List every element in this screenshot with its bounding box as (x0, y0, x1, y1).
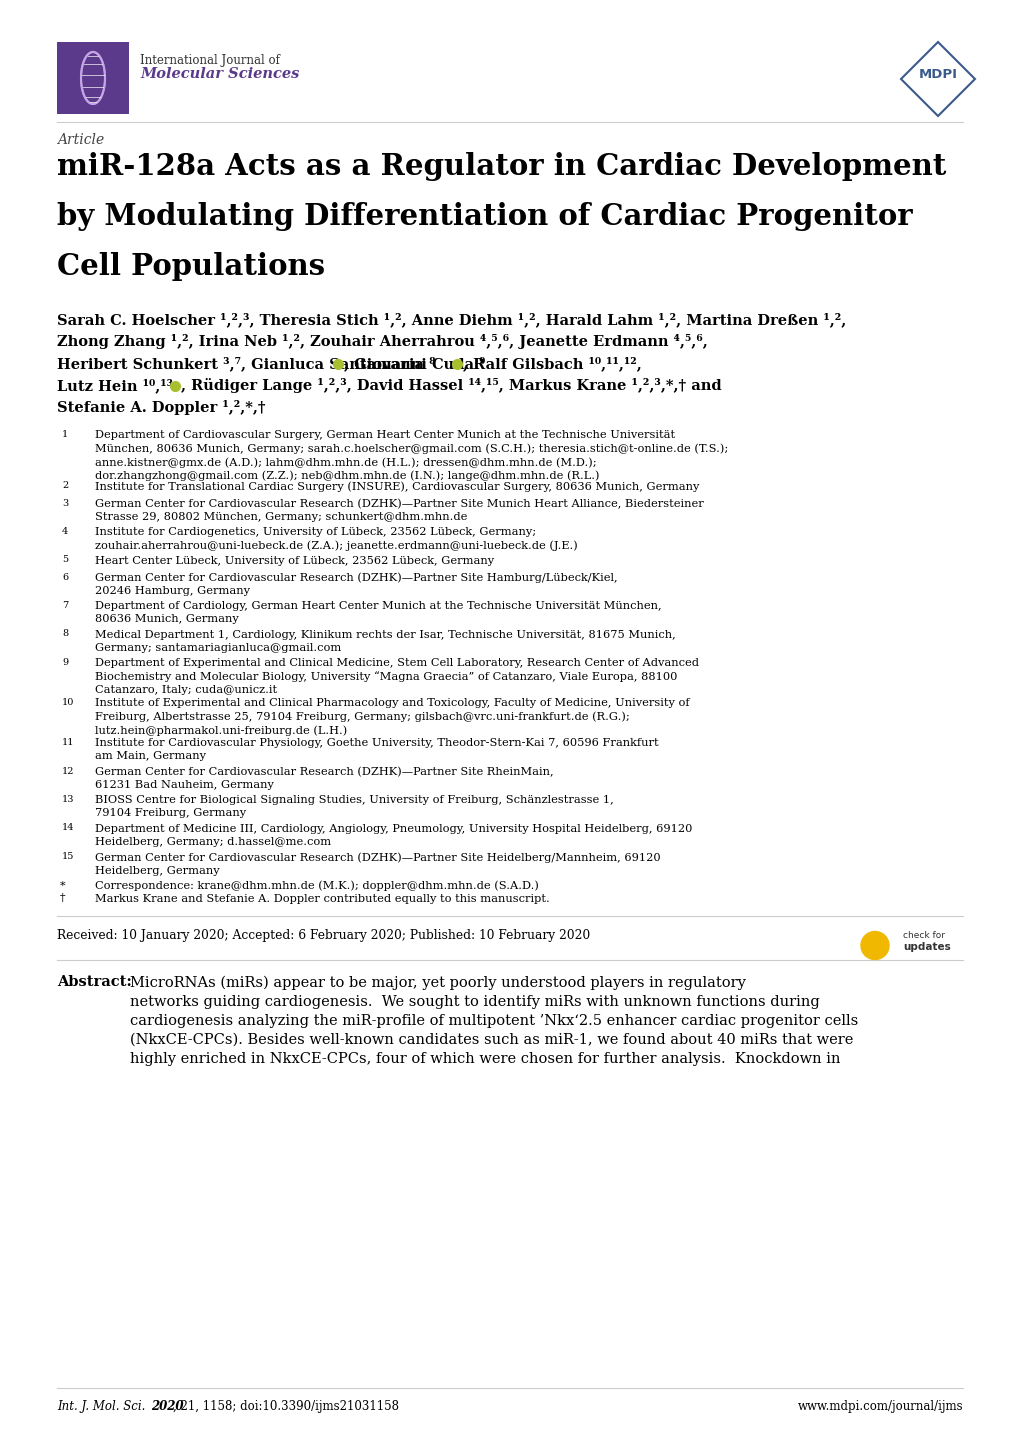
Text: Department of Experimental and Clinical Medicine, Stem Cell Laboratory, Research: Department of Experimental and Clinical … (95, 658, 698, 695)
Text: German Center for Cardiovascular Research (DZHK)—Partner Site RheinMain,
61231 B: German Center for Cardiovascular Researc… (95, 767, 553, 790)
Text: Institute for Cardiogenetics, University of Lübeck, 23562 Lübeck, Germany;
zouha: Institute for Cardiogenetics, University… (95, 526, 577, 551)
Text: Markus Krane and Stefanie A. Doppler contributed equally to this manuscript.: Markus Krane and Stefanie A. Doppler con… (95, 894, 549, 904)
Text: Molecular Sciences: Molecular Sciences (140, 66, 300, 81)
Text: miR-128a Acts as a Regulator in Cardiac Development: miR-128a Acts as a Regulator in Cardiac … (57, 151, 946, 182)
Text: 6: 6 (62, 572, 68, 581)
Text: Institute for Translational Cardiac Surgery (INSURE), Cardiovascular Surgery, 80: Institute for Translational Cardiac Surg… (95, 482, 699, 492)
Text: BIOSS Centre for Biological Signaling Studies, University of Freiburg, Schänzles: BIOSS Centre for Biological Signaling St… (95, 795, 613, 818)
Text: Department of Cardiovascular Surgery, German Heart Center Munich at the Technisc: Department of Cardiovascular Surgery, Ge… (95, 430, 728, 482)
Text: German Center for Cardiovascular Research (DZHK)—Partner Site Hamburg/Lübeck/Kie: German Center for Cardiovascular Researc… (95, 572, 618, 596)
Text: , 21, 1158; doi:10.3390/ijms21031158: , 21, 1158; doi:10.3390/ijms21031158 (173, 1400, 398, 1413)
Text: , Giovanni Cuda ⁹: , Giovanni Cuda ⁹ (343, 356, 485, 371)
Text: 2: 2 (62, 482, 68, 490)
Text: www.mdpi.com/journal/ijms: www.mdpi.com/journal/ijms (797, 1400, 962, 1413)
Text: by Modulating Differentiation of Cardiac Progenitor: by Modulating Differentiation of Cardiac… (57, 202, 912, 231)
Text: *: * (60, 881, 65, 891)
Text: Medical Department 1, Cardiology, Klinikum rechts der Isar, Technische Universit: Medical Department 1, Cardiology, Klinik… (95, 630, 676, 653)
FancyBboxPatch shape (57, 42, 128, 114)
Text: check for: check for (902, 932, 944, 940)
Text: , Ralf Gilsbach ¹⁰,¹¹,¹²,: , Ralf Gilsbach ¹⁰,¹¹,¹², (463, 356, 641, 371)
Text: 14: 14 (62, 823, 74, 832)
Text: updates: updates (902, 943, 950, 953)
Text: Abstract:: Abstract: (57, 975, 131, 989)
Text: German Center for Cardiovascular Research (DZHK)—Partner Site Heidelberg/Mannhei: German Center for Cardiovascular Researc… (95, 852, 660, 875)
Text: 2020: 2020 (151, 1400, 183, 1413)
Text: 11: 11 (62, 738, 74, 747)
Text: Received: 10 January 2020; Accepted: 6 February 2020; Published: 10 February 202: Received: 10 January 2020; Accepted: 6 F… (57, 930, 590, 943)
Text: International Journal of: International Journal of (140, 53, 279, 66)
Text: Correspondence: krane@dhm.mhn.de (M.K.); doppler@dhm.mhn.de (S.A.D.): Correspondence: krane@dhm.mhn.de (M.K.);… (95, 881, 538, 891)
Text: †: † (60, 894, 65, 904)
Text: Cell Populations: Cell Populations (57, 252, 325, 281)
Text: 1: 1 (62, 430, 68, 438)
Text: 7: 7 (62, 601, 68, 610)
Text: Heart Center Lübeck, University of Lübeck, 23562 Lübeck, Germany: Heart Center Lübeck, University of Lübec… (95, 555, 493, 565)
Text: ✓: ✓ (868, 932, 880, 947)
Text: 3: 3 (62, 499, 68, 508)
Text: Sarah C. Hoelscher ¹,²,³, Theresia Stich ¹,², Anne Diehm ¹,², Harald Lahm ¹,², M: Sarah C. Hoelscher ¹,²,³, Theresia Stich… (57, 311, 846, 327)
Text: Heribert Schunkert ³,⁷, Gianluca Santamaria ⁸: Heribert Schunkert ³,⁷, Gianluca Santama… (57, 356, 435, 371)
Text: 15: 15 (62, 852, 74, 861)
Text: Article: Article (57, 133, 104, 147)
Circle shape (860, 932, 889, 959)
Text: Department of Cardiology, German Heart Center Munich at the Technische Universit: Department of Cardiology, German Heart C… (95, 601, 661, 624)
Text: 13: 13 (62, 795, 74, 805)
Text: Institute of Experimental and Clinical Pharmacology and Toxicology, Faculty of M: Institute of Experimental and Clinical P… (95, 698, 689, 735)
Text: German Center for Cardiovascular Research (DZHK)—Partner Site Munich Heart Allia: German Center for Cardiovascular Researc… (95, 499, 703, 522)
Text: , Rüdiger Lange ¹,²,³, David Hassel ¹⁴,¹⁵, Markus Krane ¹,²,³,*,† and: , Rüdiger Lange ¹,²,³, David Hassel ¹⁴,¹… (180, 378, 720, 394)
Text: Int. J. Mol. Sci.: Int. J. Mol. Sci. (57, 1400, 146, 1413)
Text: Lutz Hein ¹⁰,¹³: Lutz Hein ¹⁰,¹³ (57, 378, 173, 392)
Text: 4: 4 (62, 526, 68, 536)
Text: 10: 10 (62, 698, 74, 707)
Text: MDPI: MDPI (917, 68, 957, 81)
Text: 8: 8 (62, 630, 68, 639)
Text: Zhong Zhang ¹,², Irina Neb ¹,², Zouhair Aherrahrou ⁴,⁵,⁶, Jeanette Erdmann ⁴,⁵,⁶: Zhong Zhang ¹,², Irina Neb ¹,², Zouhair … (57, 335, 707, 349)
Text: Institute for Cardiovascular Physiology, Goethe University, Theodor-Stern-Kai 7,: Institute for Cardiovascular Physiology,… (95, 738, 658, 761)
Text: Department of Medicine III, Cardiology, Angiology, Pneumology, University Hospit: Department of Medicine III, Cardiology, … (95, 823, 692, 846)
Text: 5: 5 (62, 555, 68, 564)
Text: MicroRNAs (miRs) appear to be major, yet poorly understood players in regulatory: MicroRNAs (miRs) appear to be major, yet… (129, 975, 857, 1066)
Text: Stefanie A. Doppler ¹,²,*,†: Stefanie A. Doppler ¹,²,*,† (57, 399, 265, 415)
Text: 9: 9 (62, 658, 68, 668)
Text: 12: 12 (62, 767, 74, 776)
